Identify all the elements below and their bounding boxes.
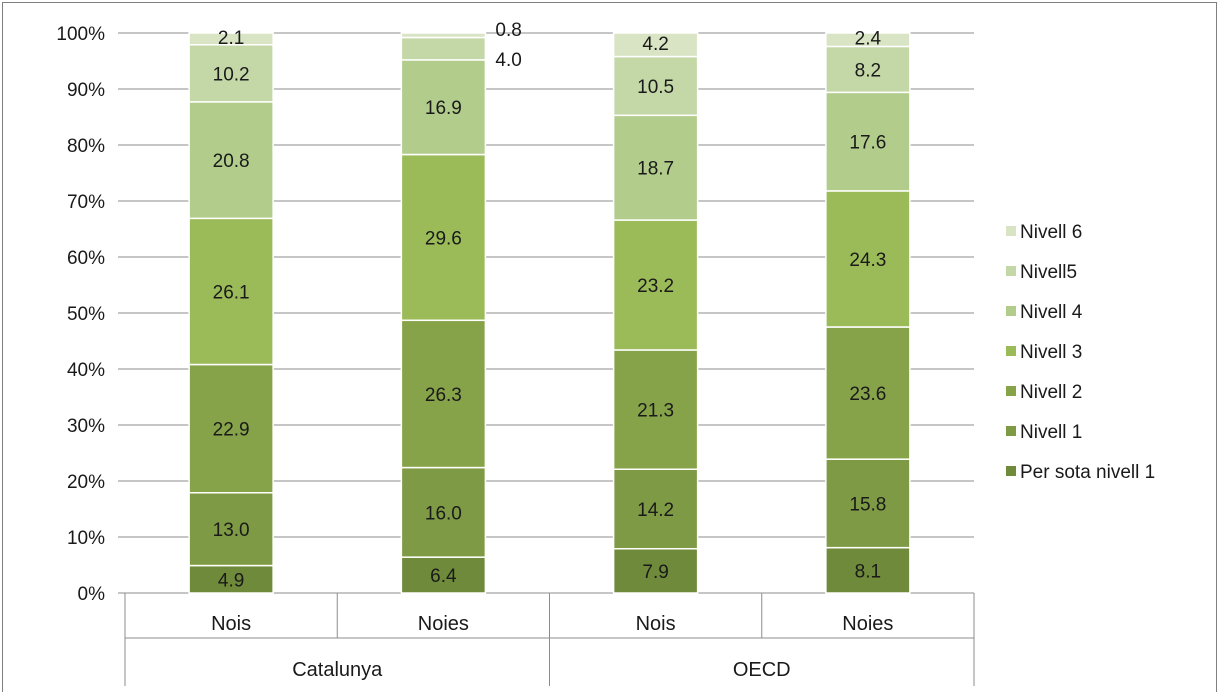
data-label: 2.4: [855, 29, 882, 50]
y-tick-label: 40%: [67, 360, 105, 381]
y-tick-label: 90%: [67, 80, 105, 101]
data-label: 6.4: [430, 566, 457, 587]
bar-segment: [400, 59, 487, 156]
legend-label: Nivell5: [1020, 262, 1077, 283]
bar-segment: [825, 45, 911, 94]
legend-swatch: [1006, 226, 1016, 236]
data-label: 26.1: [213, 282, 250, 303]
bar-segment: [188, 44, 274, 103]
y-tick-label: 30%: [67, 416, 105, 437]
data-label: 7.9: [642, 562, 668, 583]
bar-segment: [400, 319, 487, 469]
legend-label: Nivell 2: [1020, 382, 1082, 403]
legend-label: Nivell 1: [1020, 422, 1082, 443]
bar-segment: [825, 32, 911, 48]
data-label: 10.2: [213, 64, 250, 85]
bar-segment: [612, 32, 699, 58]
bar-segment: [612, 114, 699, 221]
data-label: 29.6: [425, 228, 462, 249]
y-tick-label: 100%: [56, 24, 105, 45]
legend-label: Nivell 4: [1020, 302, 1083, 323]
data-label: 16.9: [425, 98, 462, 119]
x-group-label: OECD: [733, 659, 791, 681]
y-tick-label: 20%: [67, 472, 105, 493]
bar-segment: [825, 546, 911, 594]
bar-segment: [400, 36, 487, 61]
legend-swatch: [1006, 426, 1016, 436]
y-tick-label: 60%: [67, 248, 105, 269]
data-label: 8.1: [855, 561, 881, 582]
legend-label: Nivell 6: [1020, 222, 1082, 243]
data-label: 22.9: [213, 420, 250, 441]
bar-segment: [188, 217, 274, 366]
bar-segment: [400, 466, 487, 558]
legend-swatch: [1006, 466, 1016, 476]
data-label: 14.2: [637, 500, 674, 521]
data-label: 21.3: [637, 401, 674, 422]
data-label: 23.2: [637, 276, 674, 297]
legend-swatch: [1006, 386, 1016, 396]
bar-segment: [825, 190, 911, 328]
x-category-label: Noies: [418, 613, 469, 635]
y-tick-label: 10%: [67, 528, 105, 549]
data-label: 24.3: [849, 250, 886, 271]
data-label: 16.0: [425, 503, 462, 524]
bar-segment: [188, 101, 274, 220]
data-label: 17.6: [849, 133, 886, 154]
data-label: 20.8: [213, 151, 250, 172]
bar-segment: [825, 91, 911, 192]
data-label: 4.9: [218, 570, 244, 591]
data-label: 10.5: [637, 77, 674, 98]
data-label: 4.0: [495, 50, 521, 71]
legend-label: Nivell 3: [1020, 342, 1082, 363]
data-label: 0.8: [495, 20, 521, 41]
bar-segment: [400, 32, 487, 39]
data-label: 23.6: [849, 384, 886, 405]
x-category-label: Nois: [636, 613, 676, 635]
legend-swatch: [1006, 306, 1016, 316]
x-group-label: Catalunya: [292, 659, 383, 681]
legend-label: Per sota nivell 1: [1020, 462, 1155, 483]
bar-segment: [400, 153, 487, 322]
data-label: 4.2: [642, 34, 668, 55]
data-label: 18.7: [637, 159, 674, 180]
y-tick-label: 0%: [78, 584, 106, 605]
y-tick-label: 80%: [67, 136, 105, 157]
bar-segment: [188, 32, 274, 46]
x-category-label: Nois: [211, 613, 251, 635]
legend-swatch: [1006, 266, 1016, 276]
y-tick-label: 70%: [67, 192, 105, 213]
data-label: 2.1: [218, 28, 244, 49]
legend-swatch: [1006, 346, 1016, 356]
x-category-label: Noies: [842, 613, 893, 635]
data-label: 15.8: [849, 494, 886, 515]
data-label: 26.3: [425, 385, 462, 406]
bar-segment: [612, 468, 699, 550]
bar-segment: [612, 349, 699, 470]
y-tick-label: 50%: [67, 304, 105, 325]
bar-segment: [612, 55, 699, 117]
data-label: 13.0: [213, 520, 250, 541]
data-label: 8.2: [855, 60, 881, 81]
